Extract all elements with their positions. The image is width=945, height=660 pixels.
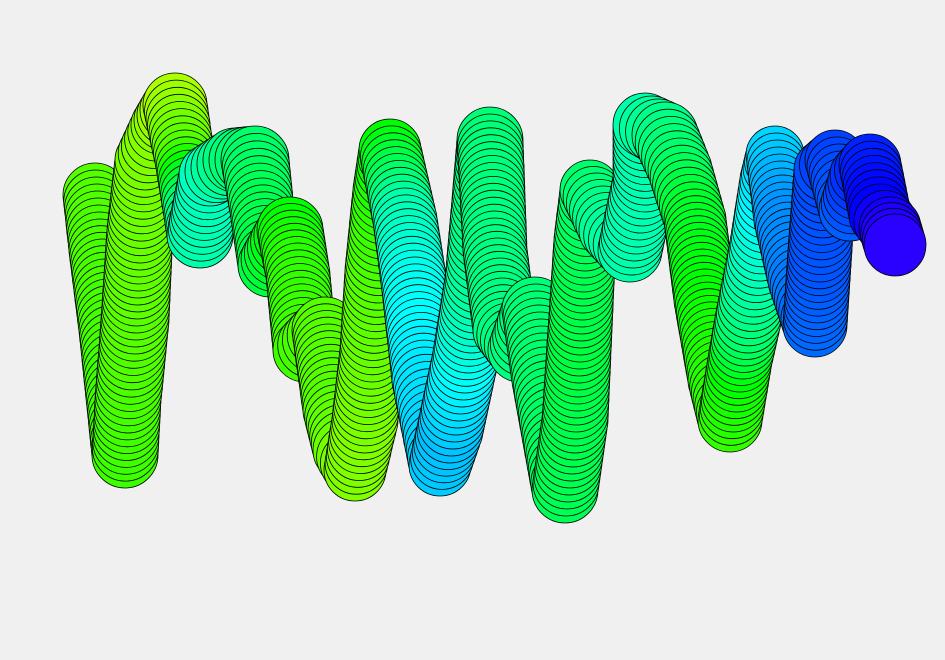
stroke-circle <box>863 213 927 277</box>
